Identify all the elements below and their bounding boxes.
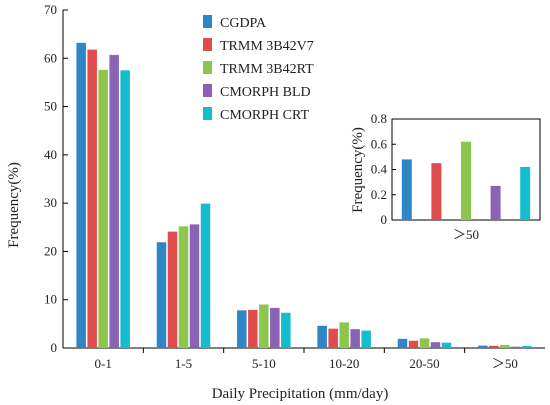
legend-label: CMORPH CRT	[220, 108, 309, 123]
bar	[350, 329, 360, 348]
bar	[281, 312, 291, 348]
x-tick-label: 20-50	[409, 356, 439, 371]
inset-y-tick-label: 0	[381, 212, 388, 227]
bar	[408, 340, 419, 348]
x-tick-label: 0-1	[94, 356, 111, 371]
bar	[441, 342, 452, 348]
y-tick-label: 0	[51, 340, 58, 355]
x-tick-label: ＞50	[492, 356, 518, 371]
legend: CGDPA TRMM 3B42V7 TRMM 3B42RT CMORPH BLD CMO…	[203, 15, 314, 123]
inset-y-tick-label: 0.8	[371, 111, 387, 126]
main-chart-bars	[76, 42, 532, 349]
bar	[200, 203, 211, 348]
bar	[109, 54, 119, 349]
y-axis-label: Frequency(%)	[6, 162, 22, 248]
bar	[98, 69, 108, 349]
bar	[419, 338, 430, 348]
legend-label: TRMM 3B42RT	[220, 62, 314, 77]
legend-swatch	[203, 15, 212, 28]
bar	[500, 345, 510, 348]
inset-bar	[431, 163, 442, 220]
bar	[167, 231, 178, 348]
inset-chart: 0 0.2 0.4 0.6 0.8 ＞50	[371, 111, 541, 242]
bar	[522, 345, 532, 348]
legend-swatch	[203, 38, 212, 51]
bar	[189, 224, 200, 348]
bar	[397, 338, 408, 348]
bar	[259, 304, 269, 348]
bar	[156, 242, 167, 348]
inset-y-tick-label: 0.6	[371, 136, 388, 151]
bar	[317, 325, 327, 348]
bar	[270, 307, 280, 348]
bar	[511, 346, 521, 348]
bar	[178, 226, 189, 348]
legend-swatch	[203, 107, 212, 120]
legend-label: CGDPA	[220, 16, 267, 31]
inset-bar	[490, 185, 501, 220]
y-tick-label: 20	[44, 243, 57, 258]
legend-swatch	[203, 84, 212, 97]
y-tick-label: 30	[44, 195, 57, 210]
legend-label: TRMM 3B42V7	[220, 39, 314, 54]
x-tick-label: 10-20	[329, 356, 359, 371]
y-tick-label: 10	[44, 292, 57, 307]
main-chart-axes: 0 10 20 30 40 50 60 70 0-1 1-5 5-10 10-20 20-50 ＞50	[44, 2, 545, 371]
inset-y-axis-label: Frequency(%)	[350, 127, 366, 213]
inset-bar	[461, 141, 471, 220]
inset-x-tick-label: ＞50	[453, 227, 479, 242]
y-tick-label: 60	[44, 50, 57, 65]
bar	[328, 328, 338, 348]
legend-swatch	[203, 61, 212, 74]
inset-y-tick-label: 0.2	[371, 187, 387, 202]
y-tick-label: 40	[44, 147, 57, 162]
bar	[76, 42, 86, 348]
bar	[430, 342, 441, 348]
x-tick-label: 5-10	[252, 356, 276, 371]
x-axis-label: Daily Precipitation (mm/day)	[212, 386, 389, 402]
legend-label: CMORPH BLD	[220, 85, 311, 100]
inset-bar	[520, 166, 531, 220]
bar	[237, 310, 247, 348]
bar	[339, 322, 349, 348]
bar	[489, 345, 499, 348]
x-tick-label: 1-5	[175, 356, 192, 371]
inset-y-tick-label: 0.4	[371, 162, 388, 177]
bar	[478, 345, 488, 348]
bar	[361, 330, 371, 348]
inset-bar	[401, 159, 412, 220]
bar	[248, 309, 258, 348]
y-tick-label: 50	[44, 99, 57, 114]
bar	[87, 49, 97, 348]
bar	[120, 70, 130, 348]
y-tick-label: 70	[44, 2, 57, 17]
